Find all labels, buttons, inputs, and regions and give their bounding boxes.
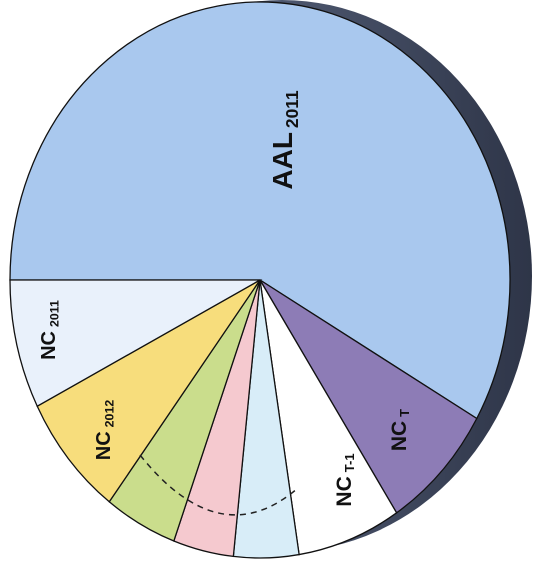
- pie-slice: [259, 279, 478, 514]
- slice-label: NC 2011: [38, 300, 62, 360]
- label-subscript: T-1: [342, 453, 357, 472]
- pie-slice: [36, 279, 261, 503]
- label-subscript: 2011: [281, 90, 301, 128]
- slice-label: NC T-1: [333, 453, 358, 506]
- labels: AAL 2011 NC T NC T-1 NC 2012 NC 2011: [38, 90, 412, 507]
- pie-slice: [259, 279, 398, 556]
- slice-label: NC T: [388, 409, 413, 451]
- label-main: AAL: [267, 132, 298, 190]
- dashed-arc: [139, 454, 299, 516]
- label-main: NC: [388, 421, 411, 451]
- pie-slice: [9, 1, 511, 420]
- pie-slice: [9, 279, 263, 408]
- slice-label: NC 2012: [93, 400, 117, 461]
- label-main: NC: [333, 476, 356, 506]
- label-main: NC: [93, 431, 115, 460]
- label-subscript: 2011: [48, 300, 62, 327]
- label-subscript: 2012: [103, 400, 117, 428]
- pie: [9, 1, 511, 559]
- slice-label: AAL 2011: [267, 90, 301, 190]
- label-main: NC: [38, 331, 60, 360]
- label-subscript: T: [397, 409, 412, 417]
